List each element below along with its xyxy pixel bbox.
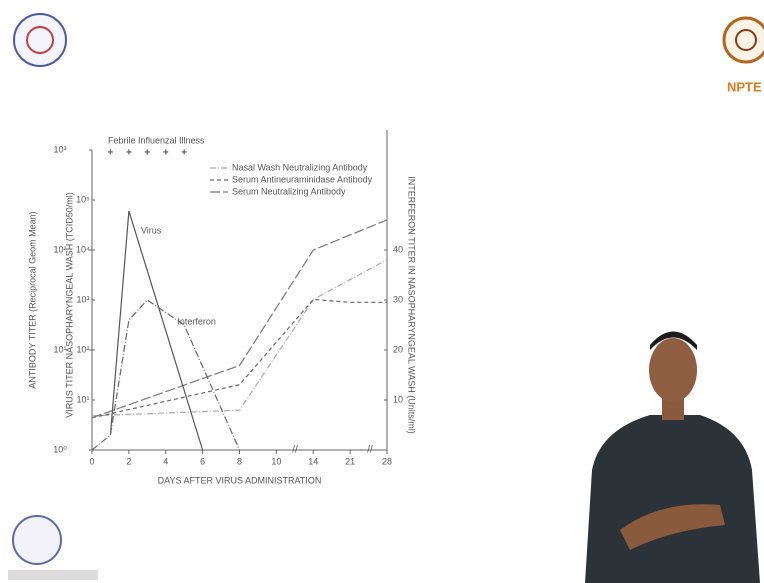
x-tick-label: 21 xyxy=(345,456,355,466)
legend-label: Serum Antineuraminidase Antibody xyxy=(232,174,373,184)
y-tick-label: 10³ xyxy=(76,294,89,304)
legend-label: Nasal Wash Neutralizing Antibody xyxy=(232,162,368,172)
x-tick-label: 6 xyxy=(200,456,205,466)
y-tick-label: 10 xyxy=(393,394,403,404)
x-tick-label: 0 xyxy=(89,456,94,466)
series-line xyxy=(92,300,387,418)
illness-marker: + xyxy=(144,148,150,159)
illness-marker: + xyxy=(126,148,132,159)
x-tick-label: 8 xyxy=(237,456,242,466)
presenter xyxy=(585,332,760,583)
logo-text: NPTE xyxy=(727,79,762,94)
y-tick-label: 40 xyxy=(393,244,403,254)
y-tick-label: 20 xyxy=(393,344,403,354)
y-tick-label: 10² xyxy=(76,344,89,354)
series-line xyxy=(92,260,387,416)
series-line xyxy=(92,300,240,450)
axis-break: // xyxy=(292,445,298,456)
illness-marker: + xyxy=(181,148,187,159)
illness-marker: + xyxy=(163,148,169,159)
illness-marker: + xyxy=(108,148,114,159)
x-tick-label: 14 xyxy=(308,456,318,466)
axis-break: // xyxy=(367,445,373,456)
x-tick-label: 4 xyxy=(163,456,168,466)
series-line xyxy=(92,220,387,418)
series-line xyxy=(110,211,202,450)
logo-bottom xyxy=(8,516,98,580)
legend-label: Serum Neutralizing Antibody xyxy=(232,186,346,196)
y-tick-label: 30 xyxy=(393,294,403,304)
series-annotation: Virus xyxy=(141,225,162,235)
y-axis-label: ANTIBODY TITER (Reciprocal Geom Mean) xyxy=(27,211,37,388)
y3-axis-label: VIRUS TITER NASOPHARYNGEAL WASH (TCID50/… xyxy=(64,192,74,418)
y-tick-label: 10⁵ xyxy=(76,194,90,204)
illness-label: Febrile Influenzal Illness xyxy=(108,135,205,145)
y-tick-label: 10⁰ xyxy=(53,444,67,454)
series-annotation: Interferon xyxy=(177,316,216,326)
y2-axis-label: INTERFERON TITER IN NASOPHARYNGEAL WASH … xyxy=(407,176,417,434)
y-tick-label: 10¹ xyxy=(76,394,89,404)
page: {"logo_text": "NPTE", "chart_data": { "t… xyxy=(0,0,764,583)
logo-right xyxy=(724,18,764,62)
x-tick-label: 2 xyxy=(126,456,131,466)
x-tick-label: 28 xyxy=(382,456,392,466)
y-tick-label: 10⁴ xyxy=(76,244,90,254)
x-tick-label: 10 xyxy=(271,456,281,466)
x-axis-label: DAYS AFTER VIRUS ADMINISTRATION xyxy=(158,475,322,485)
slide: NPTE ////024681014212810⁰10¹10²10³10¹10²… xyxy=(0,0,764,583)
y-tick-label: 10³ xyxy=(53,144,66,154)
logo-left xyxy=(14,14,66,66)
